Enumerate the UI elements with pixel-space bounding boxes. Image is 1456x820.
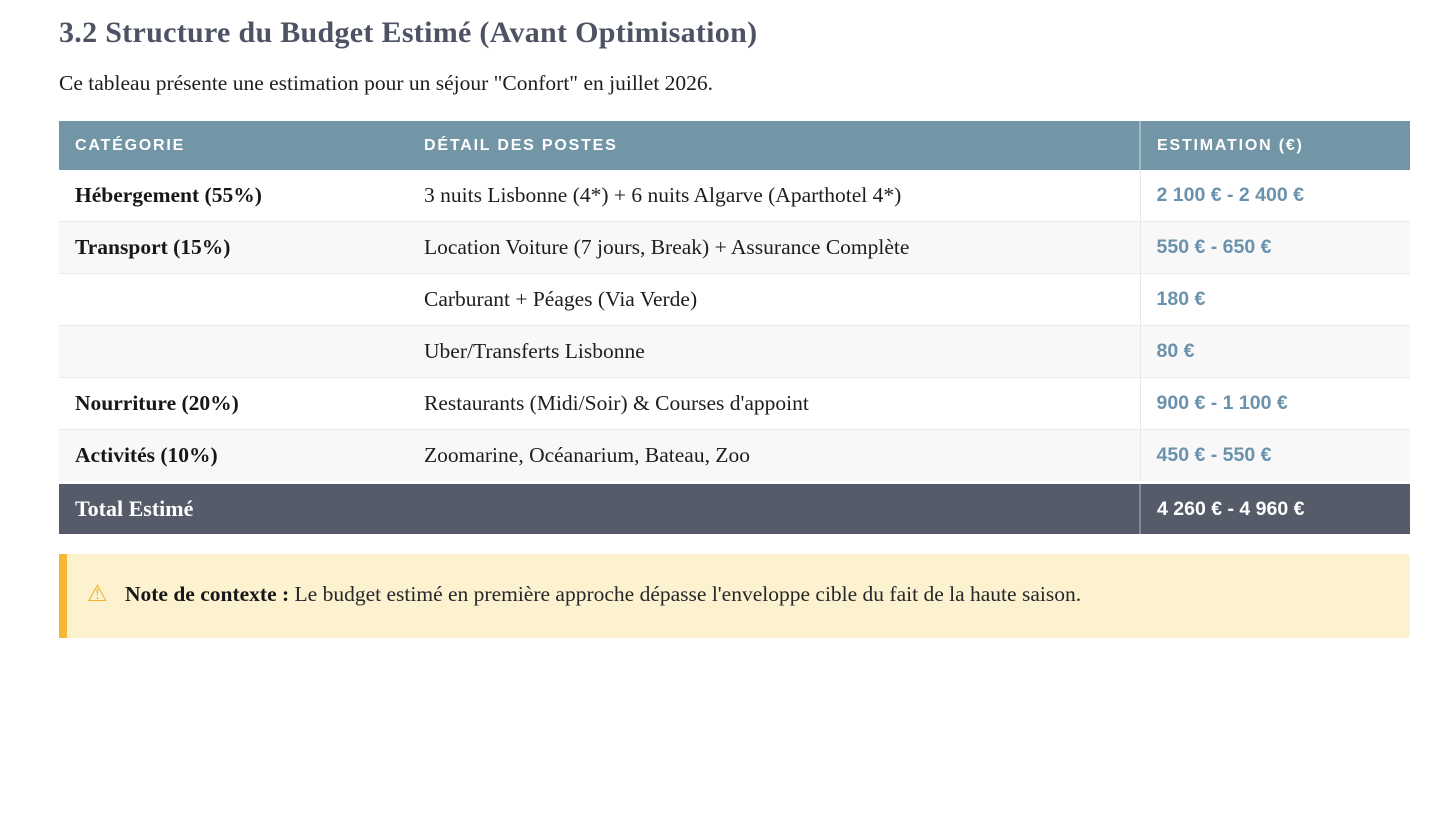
note-text: Le budget estimé en première approche dé… (294, 582, 1082, 606)
section-heading: 3.2 Structure du Budget Estimé (Avant Op… (59, 16, 758, 49)
table-row: Hébergement (55%) 3 nuits Lisbonne (4*) … (59, 170, 1410, 222)
table-row: Activités (10%) Zoomarine, Océanarium, B… (59, 429, 1410, 483)
detail-cell: Restaurants (Midi/Soir) & Courses d'appo… (408, 377, 1140, 430)
category-cell: Nourriture (20%) (59, 377, 408, 430)
estimation-cell: 550 € - 650 € (1139, 221, 1410, 274)
table-body: Hébergement (55%) 3 nuits Lisbonne (4*) … (59, 170, 1410, 483)
total-value: 4 260 € - 4 960 € (1139, 481, 1410, 534)
col-header-estimation: ESTIMATION (€) (1139, 121, 1410, 170)
total-row: Total Estimé 4 260 € - 4 960 € (59, 481, 1410, 534)
context-note: ⚠ Note de contexte : Le budget estimé en… (59, 554, 1410, 638)
detail-cell: Uber/Transferts Lisbonne (408, 325, 1140, 378)
category-cell: Hébergement (55%) (75, 183, 262, 207)
total-label: Total Estimé (59, 481, 1140, 534)
table-row: Carburant + Péages (Via Verde) 180 € (59, 273, 1410, 326)
col-header-detail: DÉTAIL DES POSTES (408, 121, 1140, 170)
detail-cell: Carburant + Péages (Via Verde) (408, 273, 1140, 326)
category-cell: Activités (10%) (59, 429, 408, 483)
warning-icon: ⚠ (87, 581, 108, 607)
budget-table: CATÉGORIE DÉTAIL DES POSTES ESTIMATION (… (59, 121, 1410, 534)
detail-cell: Location Voiture (7 jours, Break) + Assu… (408, 221, 1140, 274)
document-page: 3.2 Structure du Budget Estimé (Avant Op… (59, 16, 1410, 638)
category-cell (59, 273, 408, 326)
estimation-cell: 900 € - 1 100 € (1139, 377, 1410, 430)
detail-cell: Zoomarine, Océanarium, Bateau, Zoo (408, 429, 1140, 483)
intro-paragraph: Ce tableau présente une estimation pour … (59, 71, 714, 95)
table-footer: Total Estimé 4 260 € - 4 960 € (59, 481, 1410, 534)
table-row: Uber/Transferts Lisbonne 80 € (59, 325, 1410, 378)
table-header: CATÉGORIE DÉTAIL DES POSTES ESTIMATION (… (59, 121, 1410, 170)
note-label: Note de contexte : (125, 582, 290, 606)
estimation-cell: 180 € (1139, 273, 1410, 326)
table-row: Nourriture (20%) Restaurants (Midi/Soir)… (59, 377, 1410, 430)
estimation-cell: 2 100 € - 2 400 € (1139, 170, 1410, 222)
header-row: CATÉGORIE DÉTAIL DES POSTES ESTIMATION (… (59, 121, 1410, 170)
col-header-categorie: CATÉGORIE (59, 121, 408, 170)
category-cell: Transport (15%) (59, 221, 408, 274)
estimation-cell: 80 € (1139, 325, 1410, 378)
category-cell (59, 325, 408, 378)
detail-cell: 3 nuits Lisbonne (4*) + 6 nuits Algarve … (424, 183, 902, 207)
estimation-cell: 450 € - 550 € (1139, 429, 1410, 483)
table-row: Transport (15%) Location Voiture (7 jour… (59, 221, 1410, 274)
